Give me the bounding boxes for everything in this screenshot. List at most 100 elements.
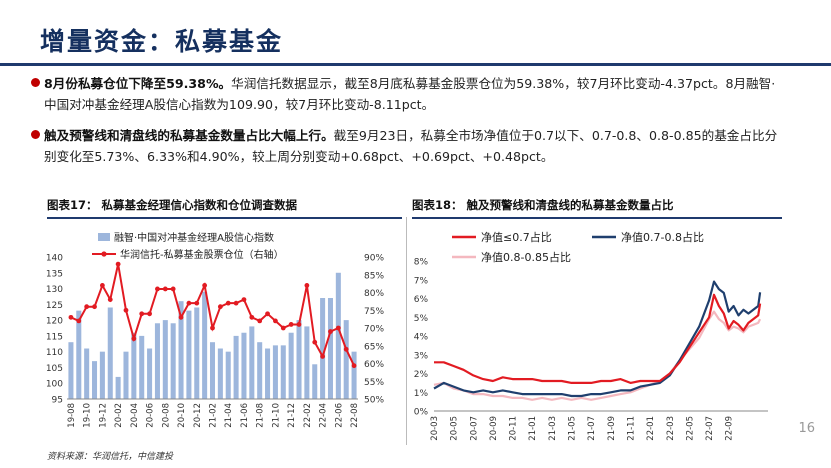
page-number: 16 (798, 421, 815, 436)
legend-bar-swatch (98, 233, 110, 241)
y-right-tick-label: 60% (364, 360, 384, 370)
bar (351, 351, 357, 399)
x-tick-label: 20-11 (509, 416, 519, 441)
y-left-tick-label: 105 (46, 364, 63, 374)
y-right-tick-label: 65% (364, 342, 384, 352)
x-tick-label: 20-02 (114, 403, 124, 428)
x-tick-label: 21-07 (587, 416, 597, 441)
bar (147, 348, 153, 399)
legend-line-label: 华润信托-私募基金股票仓位（右轴） (120, 248, 284, 261)
legend-label-navy: 净值0.7-0.8占比 (621, 230, 704, 244)
line-point (249, 314, 255, 320)
y-tick-label: 0% (414, 408, 429, 418)
line-point (296, 322, 302, 327)
bar (320, 298, 326, 399)
y-right-tick-label: 55% (364, 378, 384, 388)
chart18-svg: 0% 1% 2% 3% 4% 5% 6% 7% 8% 20-03 20-05 20-07 20-09 20… (414, 230, 768, 441)
bullet-1: 8月份私募仓位下降至59.38%。华润信托数据显示，截至8月底私募基金股票仓位为… (31, 73, 784, 115)
page-title: 增量资金：私募基金 (40, 27, 284, 56)
line-point (241, 297, 247, 302)
y-right-tick-label: 90% (364, 254, 384, 264)
line-series-navy (433, 280, 762, 398)
line-point (202, 283, 208, 288)
line-point (343, 346, 349, 352)
bar (296, 320, 302, 399)
y-left-tick-label: 125 (46, 301, 63, 311)
x-tick-label: 22-09 (725, 416, 735, 441)
x-tick-label: 22-07 (705, 416, 715, 441)
x-tick-label: 22-06 (334, 403, 344, 428)
line-point (115, 261, 121, 267)
bar (257, 342, 263, 399)
bar (68, 342, 74, 399)
legend-bar-label: 融智·中国对冲基金经理A股信心指数 (114, 231, 274, 244)
legend-label-pink: 净值0.8-0.85占比 (481, 250, 571, 264)
bar (99, 351, 105, 399)
bar (178, 301, 184, 399)
y-left-tick-label: 110 (46, 348, 63, 358)
line-point (162, 286, 168, 292)
line-point (320, 354, 326, 359)
line-point (178, 314, 184, 320)
x-tick-label: 21-02 (209, 403, 219, 428)
x-tick-label: 22-04 (319, 403, 329, 428)
bar (241, 332, 247, 399)
x-tick-label: 20-07 (469, 416, 479, 441)
bar (249, 326, 255, 399)
line-point (107, 297, 113, 302)
bar (162, 320, 168, 399)
bullet-2: 触及预警线和清盘线的私募基金数量占比大幅上行。截至9月23日，私募全市场净值位于… (31, 125, 784, 167)
y-tick-label: 3% (414, 351, 429, 361)
x-tick-label: 21-08 (256, 403, 266, 428)
y-left-tick-label: 130 (46, 285, 63, 295)
chart17-title: 图表17： 私募基金经理信心指数和仓位调查数据 (47, 197, 402, 219)
line-point (225, 300, 231, 306)
bar (304, 326, 310, 399)
x-tick-label: 22-05 (685, 416, 695, 441)
line-point (170, 286, 176, 292)
x-tick-label: 20-05 (450, 416, 460, 441)
x-tick-label: 20-06 (146, 403, 156, 428)
line-series-red (434, 293, 762, 384)
line-point (92, 304, 97, 310)
x-tick-label: 21-10 (271, 403, 281, 428)
line-point (217, 304, 223, 310)
line-point (139, 311, 145, 317)
bar (265, 348, 271, 399)
bar (202, 291, 208, 399)
x-tick-label: 21-04 (224, 403, 234, 428)
x-tick-label: 20-09 (489, 416, 499, 441)
x-tick-label: 20-03 (430, 416, 440, 441)
y-left-tick-label: 100 (46, 380, 63, 390)
bullet-dot (31, 78, 40, 87)
line-point (273, 318, 278, 324)
line-series-pink (433, 310, 762, 401)
x-tick-label: 22-02 (303, 403, 313, 428)
x-tick-label: 22-01 (646, 416, 656, 441)
y-left-tick-label: 115 (46, 332, 63, 342)
bullet-1-bold: 8月份私募仓位下降至59.38%。 (44, 76, 232, 91)
x-tick-label: 19-10 (83, 403, 93, 428)
line-point (76, 318, 82, 324)
line-point (186, 300, 192, 306)
line-point (328, 329, 333, 334)
y-tick-label: 2% (414, 370, 429, 380)
bullet-dot (31, 130, 40, 139)
bar (280, 345, 286, 399)
line-point (351, 363, 357, 369)
line-point (280, 325, 286, 331)
bar (186, 310, 192, 399)
y-tick-label: 7% (414, 276, 429, 286)
line-point (288, 322, 294, 327)
x-tick-label: 21-11 (626, 416, 636, 441)
line-point (99, 283, 105, 288)
x-tick-label: 21-05 (568, 416, 578, 441)
x-tick-label: 22-03 (666, 416, 676, 441)
bar (272, 345, 278, 399)
bar (131, 332, 137, 399)
source-note: 资料来源：华润信托，中信建投 (47, 452, 174, 462)
bar (123, 351, 129, 399)
line-point (335, 325, 341, 331)
y-left-tick-label: 140 (46, 254, 63, 264)
y-right-tick-label: 75% (364, 307, 384, 317)
